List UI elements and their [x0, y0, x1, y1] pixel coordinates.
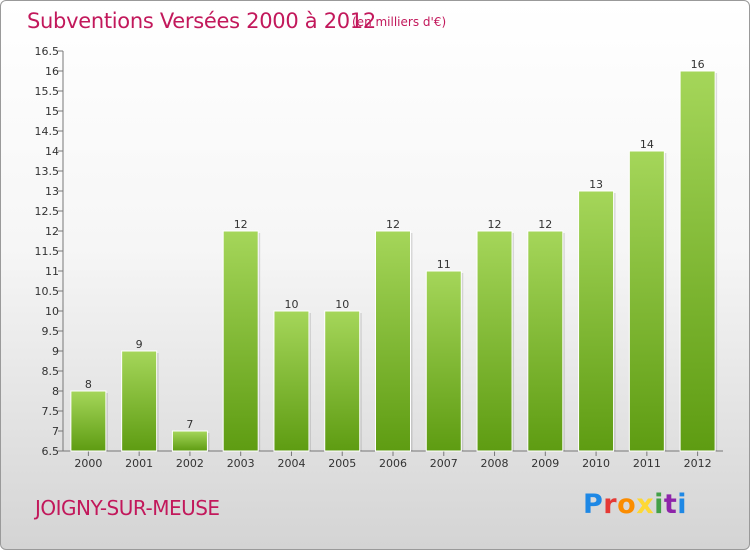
x-tick-label: 2003	[227, 457, 255, 470]
bar-2009	[527, 230, 564, 452]
proxiti-logo: Proxiti	[583, 489, 687, 520]
x-tick-label: 2004	[277, 457, 305, 470]
bar-2007	[425, 270, 462, 452]
bar-2011	[628, 150, 665, 452]
x-tick-label: 2012	[684, 457, 712, 470]
y-tick-label: 11	[45, 265, 59, 278]
bar-2004	[273, 310, 310, 452]
data-label: 10	[284, 298, 298, 311]
y-tick-label: 10	[45, 305, 59, 318]
logo-letter: i	[677, 489, 688, 520]
location-label: JOIGNY-SUR-MEUSE	[35, 496, 220, 520]
y-tick-label: 15	[45, 105, 59, 118]
data-label: 8	[85, 378, 92, 391]
logo-letter: x	[636, 489, 655, 520]
y-tick-label: 11.5	[35, 245, 60, 258]
bar-2006	[375, 230, 411, 452]
y-tick-label: 12	[45, 225, 59, 238]
y-axis: 6.5 7 7.5 8 8.5 9 9.5 10 10.5 11 11.5 12 12.5 13 13.5 1…	[35, 45, 64, 458]
data-label: 11	[437, 258, 451, 271]
data-label: 12	[488, 218, 502, 231]
y-tick-label: 10.5	[35, 285, 60, 298]
logo-letter: r	[603, 489, 618, 520]
logo-letter: i	[654, 489, 664, 520]
x-tick-label: 2008	[481, 457, 509, 470]
data-label: 12	[538, 218, 552, 231]
data-label: 12	[386, 218, 400, 231]
y-tick-label: 16.5	[35, 45, 60, 58]
data-label: 10	[335, 298, 349, 311]
x-tick-label: 2005	[328, 457, 356, 470]
bar-2008	[476, 230, 513, 452]
x-tick-label: 2010	[582, 457, 610, 470]
chart-title: Subventions Versées 2000 à 2012	[27, 9, 376, 33]
bar-2012	[679, 70, 716, 452]
bar-2003	[222, 230, 259, 452]
y-tick-label: 14	[45, 145, 59, 158]
y-tick-label: 8.5	[42, 365, 60, 378]
x-axis: 2000 2001 2002 2003 2004 2005 2006 2007 2008 2009…	[63, 450, 723, 470]
y-tick-label: 15.5	[35, 85, 60, 98]
y-tick-label: 8	[52, 385, 59, 398]
data-label: 14	[640, 138, 654, 151]
data-label: 13	[589, 178, 603, 191]
chart-subtitle: (en milliers d'€)	[352, 15, 447, 29]
y-tick-label: 7	[52, 425, 59, 438]
bars-group: 8 9 7 12 10 10 12 11 12 12 13 14 16	[70, 58, 718, 452]
bar-2002	[171, 430, 208, 452]
bar-2001	[121, 350, 158, 452]
logo-letter: P	[583, 489, 604, 520]
y-tick-label: 13	[45, 185, 59, 198]
logo-letter: o	[617, 489, 637, 520]
x-tick-label: 2011	[633, 457, 661, 470]
data-label: 12	[234, 218, 248, 231]
data-label: 7	[186, 418, 193, 431]
bar-2005	[324, 310, 361, 452]
y-tick-label: 9.5	[42, 325, 60, 338]
y-tick-label: 16	[45, 65, 59, 78]
y-tick-label: 9	[52, 345, 59, 358]
data-label: 16	[691, 58, 705, 71]
x-tick-label: 2002	[176, 457, 204, 470]
y-tick-label: 6.5	[42, 445, 60, 458]
y-tick-label: 14.5	[35, 125, 60, 138]
x-tick-label: 2007	[430, 457, 458, 470]
x-tick-label: 2006	[379, 457, 407, 470]
x-tick-label: 2009	[531, 457, 559, 470]
y-tick-label: 7.5	[42, 405, 60, 418]
bar-2000	[70, 390, 107, 452]
y-tick-label: 12.5	[35, 205, 60, 218]
logo-letter: t	[663, 489, 678, 520]
data-label: 9	[136, 338, 143, 351]
y-tick-label: 13.5	[35, 165, 60, 178]
x-tick-label: 2001	[125, 457, 153, 470]
bar-chart: 6.5 7 7.5 8 8.5 9 9.5 10 10.5 11 11.5 12 12.5 13 13.5 1…	[35, 45, 723, 470]
bar-2010	[578, 190, 615, 452]
x-tick-label: 2000	[74, 457, 102, 470]
